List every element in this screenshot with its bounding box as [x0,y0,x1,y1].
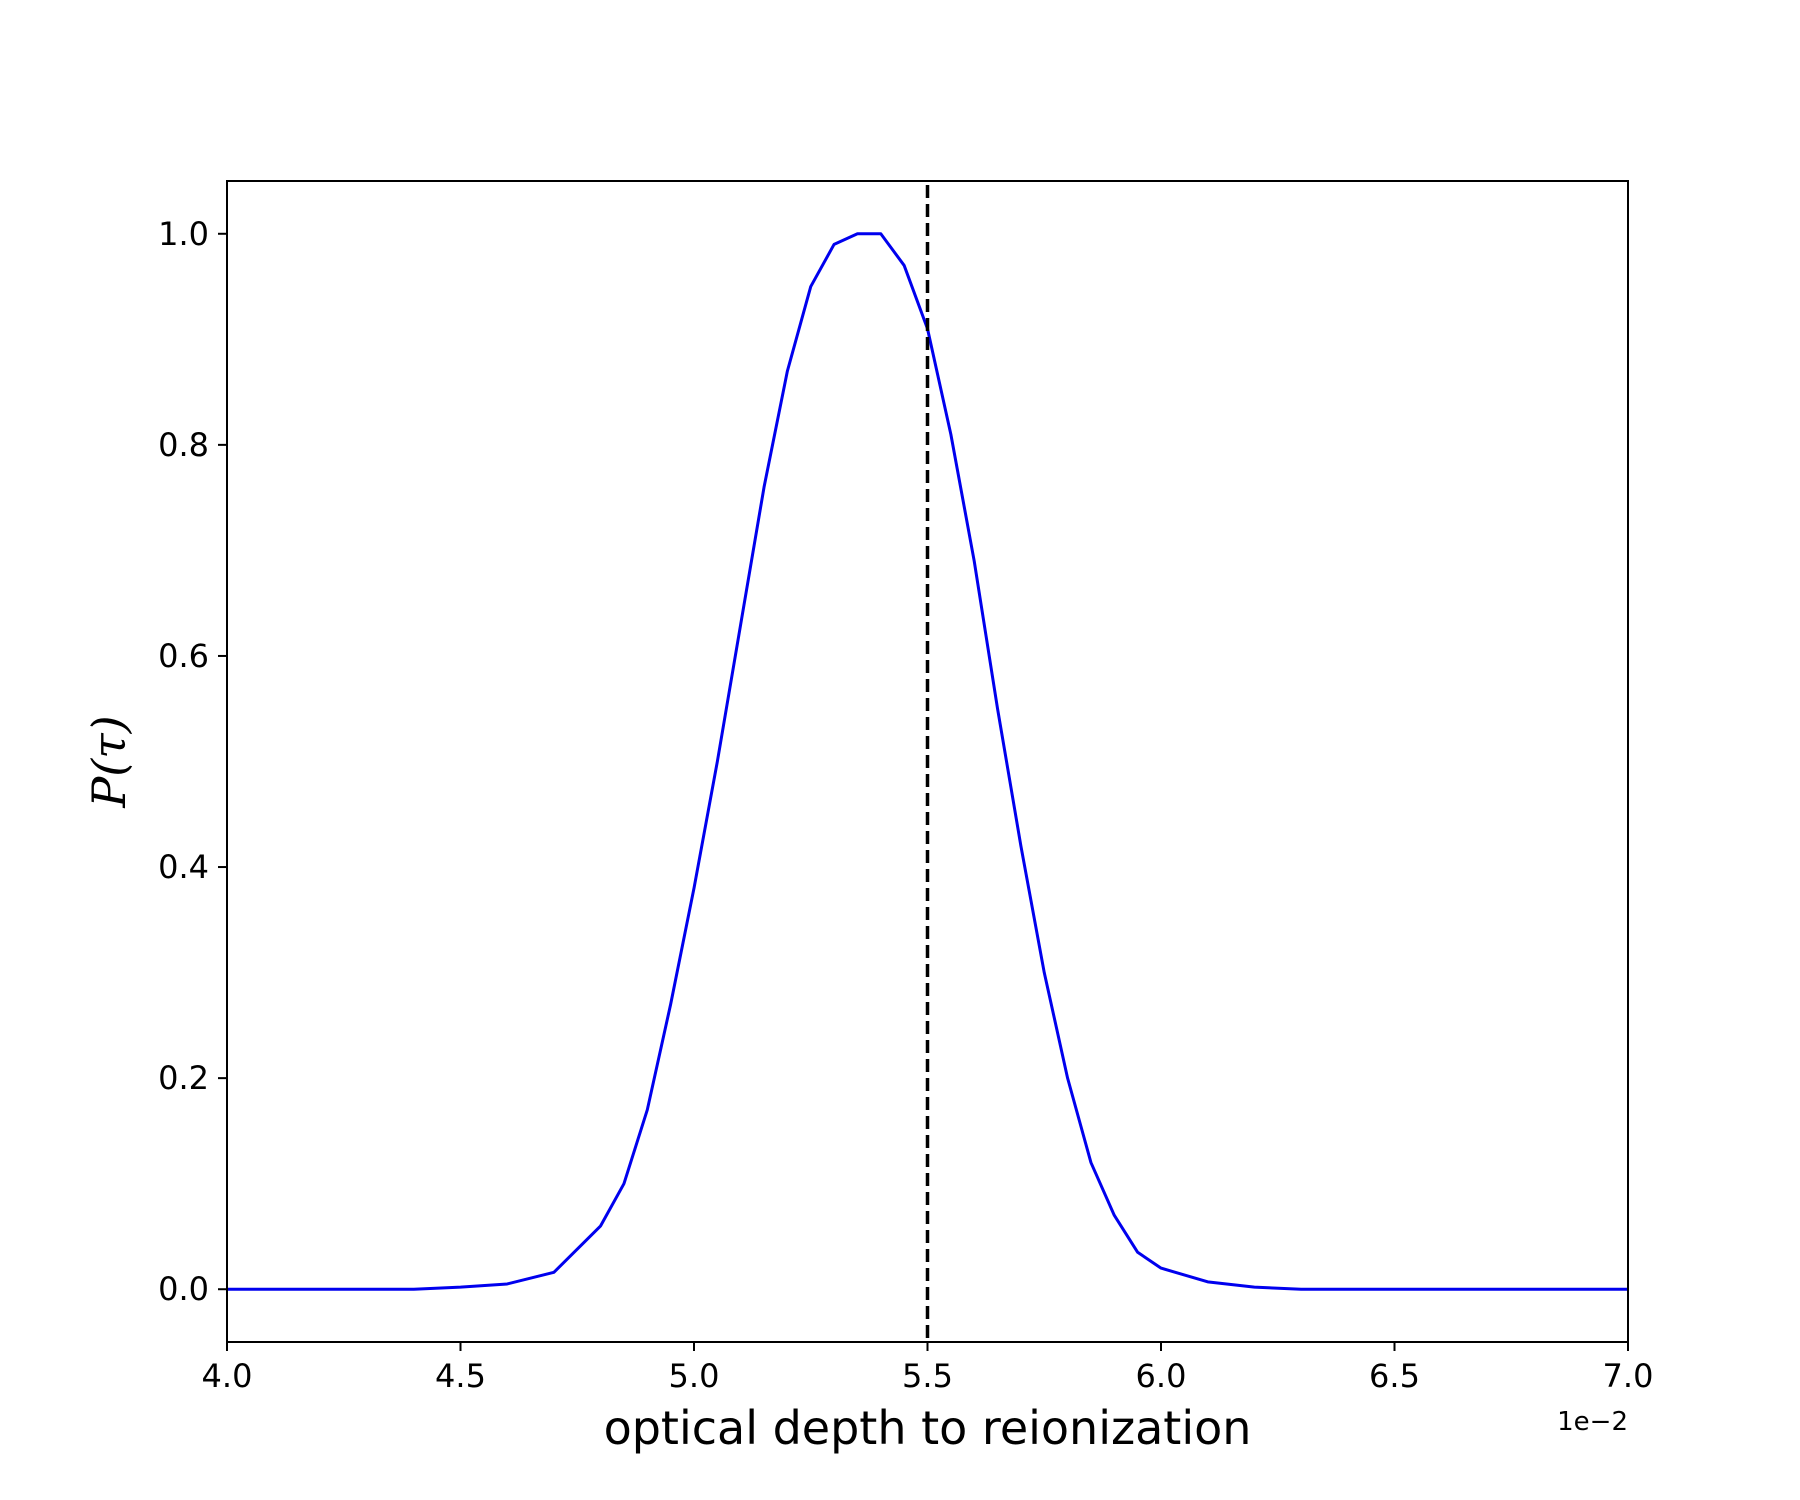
y-tick-label: 0.6 [158,637,209,675]
x-tick-label: 4.0 [202,1357,253,1395]
y-tick-label: 0.0 [158,1270,209,1308]
axis-ticks: 4.0 4.5 5.0 5.5 6.0 6.5 7.0 0.0 0.2 0.4 0.6 0.8 1.0 [158,215,1653,1395]
y-tick-label: 1.0 [158,215,209,253]
x-tick-label: 5.0 [669,1357,720,1395]
y-tick-label: 0.8 [158,426,209,464]
plot-area [227,185,1628,1342]
x-tick-label: 4.5 [435,1357,486,1395]
y-axis-label: P(τ) [82,715,136,808]
y-tick-label: 0.4 [158,848,209,886]
x-tick-label: 6.0 [1136,1357,1187,1395]
x-tick-label: 7.0 [1603,1357,1654,1395]
y-tick-label: 0.2 [158,1059,209,1097]
x-axis-label: optical depth to reionization [604,1401,1252,1455]
x-tick-label: 5.5 [902,1357,953,1395]
plot-frame [226,180,1629,1343]
x-axis-offset-label: 1e−2 [1557,1407,1628,1437]
x-tick-label: 6.5 [1369,1357,1420,1395]
series-line-0 [227,232,1628,1291]
